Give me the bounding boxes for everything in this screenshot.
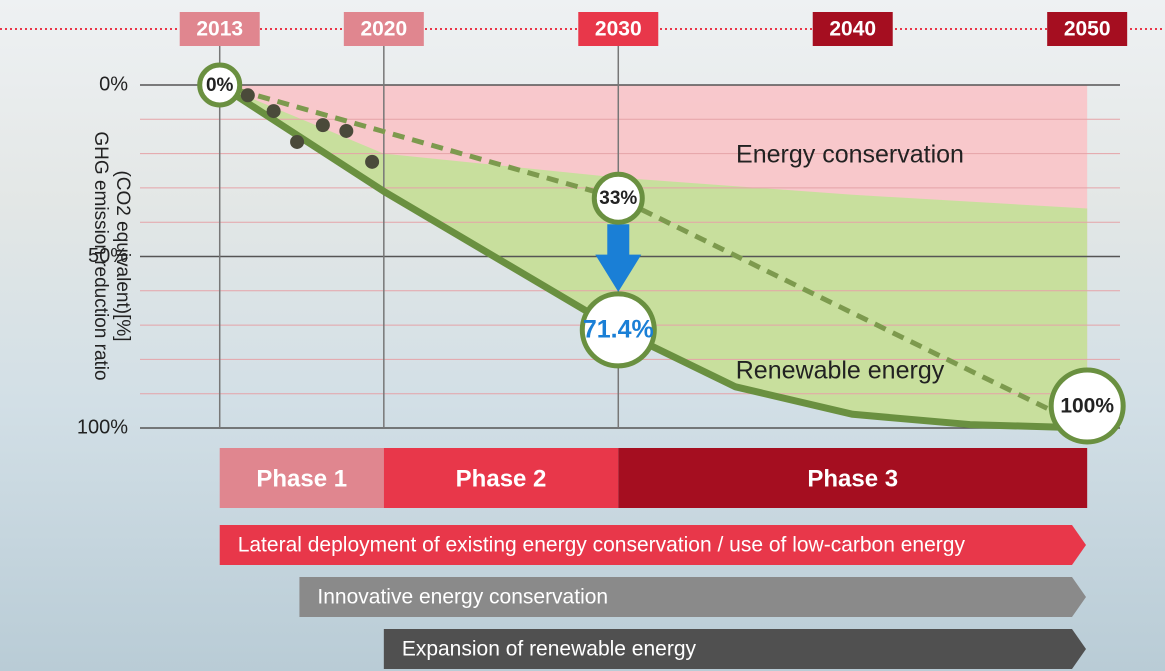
initiative-label: Expansion of renewable energy <box>402 638 697 661</box>
y-tick-label: 0% <box>99 73 128 95</box>
y-tick-label: 50% <box>88 245 128 267</box>
value-label: 100% <box>1060 395 1114 418</box>
value-label: 33% <box>599 188 637 209</box>
value-label: 71.4% <box>583 316 654 344</box>
phase-label: Phase 2 <box>456 465 547 492</box>
data-point <box>290 135 304 149</box>
phase-label: Phase 1 <box>256 465 347 492</box>
phase-label: Phase 3 <box>807 465 898 492</box>
initiative-label: Innovative energy conservation <box>317 586 608 609</box>
data-point <box>267 104 281 118</box>
initiative-label: Lateral deployment of existing energy co… <box>238 534 966 557</box>
data-point <box>241 88 255 102</box>
data-point <box>365 155 379 169</box>
area-label: Energy conservation <box>736 141 964 169</box>
x-tick-label: 2013 <box>196 18 243 41</box>
x-tick-label: 2040 <box>829 18 876 41</box>
x-tick-label: 2050 <box>1064 18 1111 41</box>
area-label: Renewable energy <box>736 357 945 385</box>
data-point <box>316 118 330 132</box>
value-label: 0% <box>206 75 234 96</box>
chart: GHG emission reduction ratio(CO2 equival… <box>0 0 1165 671</box>
y-tick-label: 100% <box>77 416 128 438</box>
data-point <box>339 124 353 138</box>
x-tick-label: 2020 <box>360 18 407 41</box>
x-tick-label: 2030 <box>595 18 642 41</box>
